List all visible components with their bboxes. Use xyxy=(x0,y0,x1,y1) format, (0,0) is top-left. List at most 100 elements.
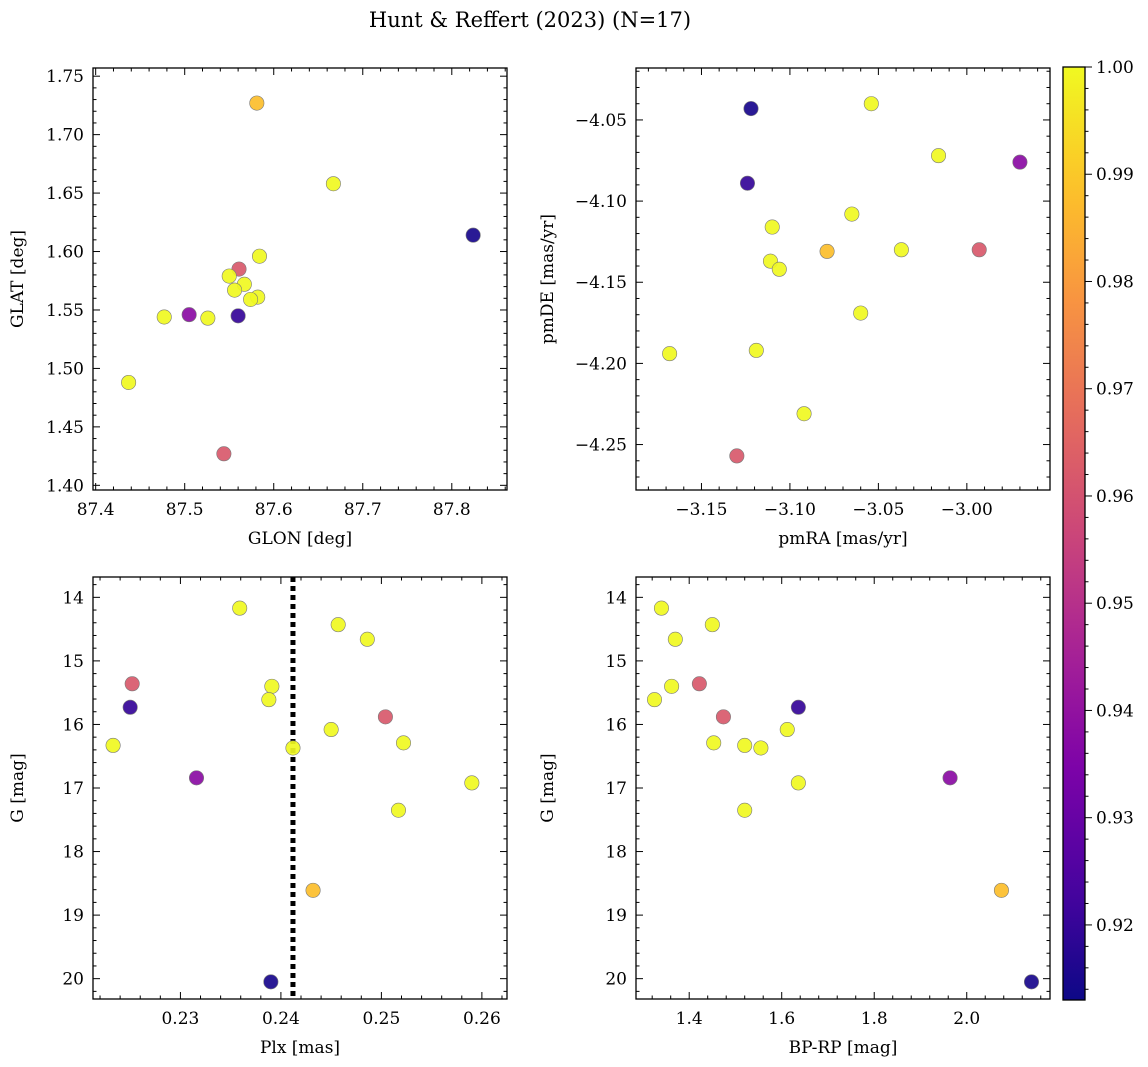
y-tick-label: −4.10 xyxy=(575,192,627,212)
scatter-point xyxy=(377,709,393,725)
x-axis-label: BP-RP [mag] xyxy=(789,1038,898,1058)
scatter-point xyxy=(230,308,246,324)
panel-glon-glat: 87.4 87.5 87.6 87.7 87.8 1.40 1.45 1.50 1.55 1.60… xyxy=(8,67,508,549)
y-tick-label: −4.15 xyxy=(575,273,627,293)
scatter-point xyxy=(737,737,753,753)
scatter-point xyxy=(464,775,480,791)
figure-title: Hunt & Reffert (2023) (N=17) xyxy=(369,8,691,32)
x-tick-label: 1.6 xyxy=(768,1009,795,1029)
panels: 87.4 87.5 87.6 87.7 87.81.401.451.501.551.60… xyxy=(8,67,1051,1058)
scatter-point xyxy=(122,699,138,715)
scatter-point xyxy=(844,206,860,222)
scatter-point xyxy=(285,740,301,756)
x-tick-label: 0.26 xyxy=(463,1009,501,1029)
y-tick-label: 1.75 xyxy=(46,67,84,87)
scatter-point xyxy=(853,305,869,321)
scatter-point xyxy=(189,770,205,786)
scatter-point xyxy=(942,770,958,786)
y-tick-label: 20 xyxy=(62,970,84,990)
scatter-point xyxy=(305,882,321,898)
scatter-point xyxy=(227,282,243,298)
scatter-point xyxy=(359,631,375,647)
y-tick-label: 16 xyxy=(605,715,627,735)
y-tick-label: 19 xyxy=(62,906,84,926)
panel-pmra-pmde: −3.15 −3.10 −3.05 −3.00 −4.25 −4.20 −4.15 −4.10… xyxy=(538,67,1051,549)
axes-frame xyxy=(635,67,1051,491)
colorbar: 0.92 0.93 0.94 0.95 0.96 0.97 0.98 0.99 1.00 xyxy=(1062,58,1134,1001)
panel-plx-g: 0.23 0.24 0.25 0.26 14 15 16 17 18 19 20 Plx [mas] G… xyxy=(8,576,508,1058)
scatter-point xyxy=(395,735,411,751)
x-tick-label: 87.6 xyxy=(255,500,293,520)
axes-frame xyxy=(635,576,1051,1000)
scatter-point xyxy=(667,631,683,647)
y-tick-label: 1.60 xyxy=(46,243,84,263)
y-tick-label: 15 xyxy=(605,652,627,672)
scatter-point xyxy=(790,775,806,791)
colorbar-tick-label: 0.96 xyxy=(1096,487,1134,507)
colorbar-tick-label: 0.94 xyxy=(1096,701,1134,721)
scatter-point xyxy=(729,448,745,464)
y-tick-label: 1.40 xyxy=(46,476,84,496)
y-tick-label: 19 xyxy=(605,906,627,926)
scatter-point xyxy=(819,243,835,259)
x-tick-label: 1.4 xyxy=(676,1009,703,1029)
x-tick-label: 0.23 xyxy=(161,1009,199,1029)
y-tick-label: 17 xyxy=(605,779,627,799)
x-tick-label: 87.5 xyxy=(166,500,204,520)
scatter-point xyxy=(251,248,267,264)
y-axis-label: G [mag] xyxy=(8,753,28,822)
colorbar-tick-label: 0.92 xyxy=(1096,916,1134,936)
y-tick-label: 18 xyxy=(605,843,627,863)
scatter-point xyxy=(181,307,197,323)
x-tick-label: −3.05 xyxy=(852,500,904,520)
y-tick-label: 16 xyxy=(62,715,84,735)
x-tick-label: −3.15 xyxy=(675,500,727,520)
scatter-point xyxy=(465,227,481,243)
scatter-point xyxy=(691,676,707,692)
x-tick-label: 0.24 xyxy=(262,1009,300,1029)
y-tick-label: 1.65 xyxy=(46,184,84,204)
y-tick-label: 1.70 xyxy=(46,126,84,146)
y-tick-label: 15 xyxy=(62,652,84,672)
y-tick-label: 18 xyxy=(62,843,84,863)
x-tick-label: 87.7 xyxy=(344,500,382,520)
scatter-point xyxy=(124,676,140,692)
y-tick-label: 1.50 xyxy=(46,359,84,379)
scatter-point xyxy=(796,406,812,422)
scatter-point xyxy=(221,268,237,284)
scatter-point xyxy=(771,261,787,277)
scatter-point xyxy=(121,374,137,390)
y-tick-label: 1.55 xyxy=(46,301,84,321)
scatter-point xyxy=(105,737,121,753)
y-axis-label: GLAT [deg] xyxy=(8,230,28,328)
scatter-point xyxy=(790,699,806,715)
scatter-point xyxy=(893,242,909,258)
scatter-point xyxy=(1012,154,1028,170)
scatter-point xyxy=(330,617,346,633)
colorbar-tick-label: 0.99 xyxy=(1096,165,1134,185)
axes-frame xyxy=(92,67,508,491)
scatter-point xyxy=(264,678,280,694)
scatter-point xyxy=(662,346,678,362)
scatter-point xyxy=(706,735,722,751)
x-axis-label: Plx [mas] xyxy=(260,1038,340,1058)
x-tick-label: 0.25 xyxy=(362,1009,400,1029)
scatter-point xyxy=(931,148,947,164)
colorbar-tick-label: 0.93 xyxy=(1096,809,1134,829)
scatter-point xyxy=(664,678,680,694)
x-tick-label: 87.4 xyxy=(77,500,115,520)
scatter-point xyxy=(243,291,259,307)
x-axis-label: GLON [deg] xyxy=(248,529,352,549)
scatter-point xyxy=(200,310,216,326)
colorbar-gradient xyxy=(1062,66,1086,1001)
scatter-point xyxy=(263,974,279,990)
y-tick-label: −4.20 xyxy=(575,354,627,374)
colorbar-tick-label: 0.98 xyxy=(1096,272,1134,292)
scatter-point xyxy=(715,709,731,725)
x-axis-label: pmRA [mas/yr] xyxy=(778,529,907,549)
scatter-point xyxy=(739,175,755,191)
scatter-point xyxy=(232,600,248,616)
y-tick-label: 14 xyxy=(605,588,627,608)
colorbar-tick-label: 1.00 xyxy=(1096,58,1134,78)
